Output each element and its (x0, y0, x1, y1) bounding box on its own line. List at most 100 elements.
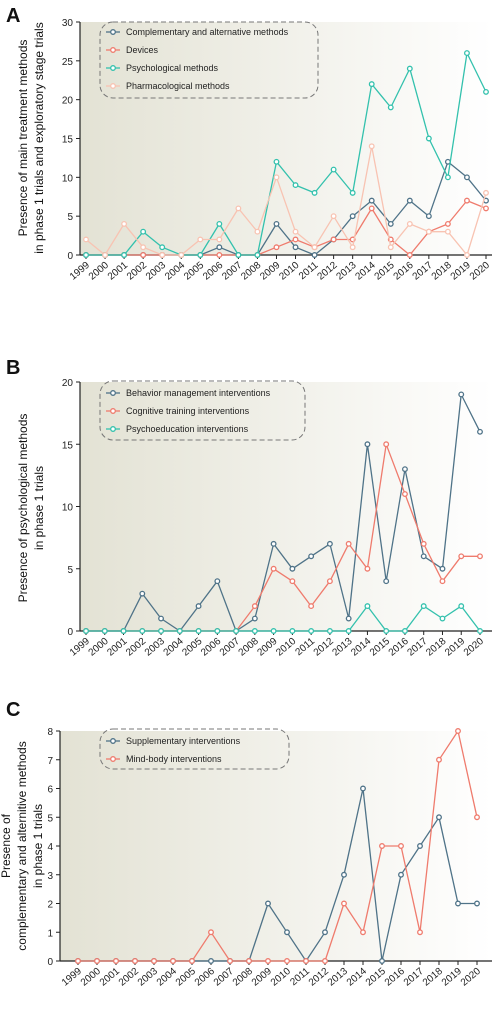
panel-b-legend-box (99, 380, 306, 441)
data-point (483, 189, 489, 196)
data-point (159, 252, 166, 258)
data-point (75, 958, 81, 964)
data-point (379, 843, 385, 849)
series-line-1 (86, 393, 481, 632)
series-line-2 (86, 199, 487, 256)
data-point (483, 88, 489, 95)
y-tick-label: 15 (62, 135, 74, 146)
data-point (436, 814, 442, 821)
y-tick-label: 10 (62, 173, 74, 184)
data-point (251, 628, 258, 634)
x-tick-label: 2001 (105, 636, 129, 659)
x-tick-label: 1999 (68, 260, 92, 283)
data-point (139, 628, 146, 634)
x-tick-label: 2007 (212, 966, 236, 989)
data-point (345, 628, 352, 634)
data-point (158, 615, 164, 622)
x-tick-label: 2018 (424, 636, 448, 659)
x-tick-label: 2014 (345, 966, 369, 989)
y-tick-label: 3 (47, 871, 53, 882)
data-point (292, 228, 299, 235)
data-point (273, 174, 280, 181)
data-point (140, 228, 147, 235)
data-point (284, 958, 290, 964)
data-point (292, 236, 299, 243)
data-point (368, 205, 375, 212)
data-point (121, 220, 128, 227)
legend-swatch-marker (110, 738, 116, 744)
data-point (455, 728, 461, 734)
data-point (139, 590, 146, 597)
x-tick-label: 2012 (307, 966, 331, 989)
x-tick-label: 2003 (136, 966, 160, 989)
data-point (235, 252, 242, 258)
y-tick-label: 0 (67, 627, 73, 638)
data-point (101, 628, 108, 634)
data-point (289, 628, 296, 634)
x-tick-label: 2010 (269, 966, 293, 989)
data-point (383, 628, 390, 634)
x-tick-label: 2010 (274, 636, 298, 659)
data-point (439, 578, 446, 585)
data-point (322, 958, 328, 964)
data-point (195, 603, 202, 610)
data-point (444, 228, 451, 235)
data-point (113, 958, 119, 964)
y-tick-label: 6 (47, 785, 53, 796)
data-point (349, 244, 356, 251)
legend-swatch-marker (110, 756, 116, 762)
x-tick-label: 2006 (199, 636, 223, 659)
data-point (151, 958, 157, 964)
data-point (458, 553, 465, 560)
data-point (311, 189, 318, 196)
data-point (265, 958, 271, 964)
x-tick-label: 2019 (443, 636, 467, 659)
x-tick-label: 2020 (459, 966, 483, 989)
x-tick-label: 2005 (182, 260, 206, 283)
data-point (330, 236, 337, 243)
data-point (214, 578, 221, 585)
data-point (383, 578, 390, 585)
data-point (330, 213, 337, 220)
series-line-4 (85, 145, 487, 256)
panel-a-y-axis-label: Presence of main treatment methods in pha… (16, 22, 46, 253)
data-point (140, 252, 147, 258)
data-point (326, 540, 333, 547)
y-tick-label: 5 (47, 813, 53, 824)
panel-a-letter: A (6, 5, 20, 27)
data-point (379, 958, 385, 964)
data-point (216, 252, 223, 258)
legend-swatch-marker (110, 47, 116, 53)
data-point (326, 628, 333, 634)
data-point (326, 578, 333, 585)
data-point (120, 628, 127, 634)
data-point (439, 565, 446, 572)
data-point (308, 603, 315, 610)
data-point (195, 628, 202, 634)
x-tick-label: 2016 (392, 260, 416, 283)
data-point (322, 929, 328, 936)
data-point (368, 197, 375, 204)
x-tick-label: 2000 (87, 260, 111, 283)
data-point (474, 900, 480, 907)
x-tick-label: 2001 (106, 260, 130, 283)
x-tick-label: 2005 (174, 966, 198, 989)
data-point (176, 628, 183, 634)
data-point (406, 197, 413, 204)
legend-entry-label: Complementary and alternative methods (126, 27, 289, 37)
legend-entry-label: Psychological methods (126, 63, 219, 73)
panel-b: B 05101520199920002001200220032004200520… (6, 357, 492, 659)
x-tick-label: 2015 (373, 260, 397, 283)
legend-swatch-marker (110, 65, 116, 71)
panel-c-legend: Supplementary interventions Mind-body int… (106, 736, 241, 764)
data-point (235, 205, 242, 212)
data-point (477, 553, 483, 560)
x-tick-label: 2016 (387, 636, 411, 659)
x-tick-label: 2002 (124, 636, 148, 659)
legend-swatch-marker (110, 408, 116, 414)
x-tick-label: 2018 (421, 966, 445, 989)
data-point (289, 578, 296, 585)
x-tick-label: 2008 (239, 260, 263, 283)
data-point (311, 244, 318, 251)
